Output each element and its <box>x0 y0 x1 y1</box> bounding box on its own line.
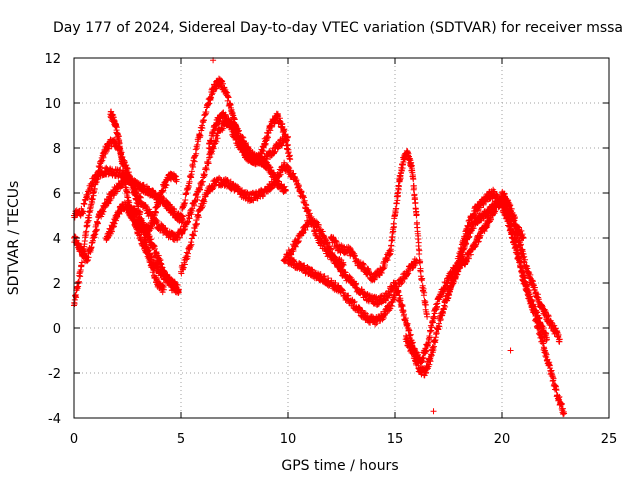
data-point <box>410 176 417 183</box>
data-point <box>89 195 96 202</box>
data-point <box>197 186 204 193</box>
data-point <box>93 226 100 233</box>
data-point <box>97 164 104 171</box>
data-point <box>142 243 149 250</box>
data-point <box>87 187 94 194</box>
data-point <box>240 134 247 141</box>
satellite-track-15 <box>445 186 568 418</box>
data-point <box>84 194 91 201</box>
chart-title: Day 177 of 2024, Sidereal Day-to-day VTE… <box>53 20 623 36</box>
data-point <box>134 224 141 231</box>
data-point <box>194 141 201 148</box>
data-point <box>154 203 161 210</box>
data-point <box>190 164 197 171</box>
data-point <box>110 223 117 230</box>
data-point <box>124 165 131 172</box>
data-point <box>422 298 429 305</box>
data-point <box>163 182 170 189</box>
data-point <box>85 254 92 261</box>
data-point <box>148 253 155 260</box>
data-point <box>124 189 131 196</box>
data-point <box>94 220 101 227</box>
data-point <box>85 217 92 224</box>
data-point <box>88 201 95 208</box>
data-point <box>213 138 220 145</box>
data-point <box>214 135 221 142</box>
data-point <box>153 209 160 216</box>
data-point <box>85 257 92 264</box>
data-point <box>81 238 88 245</box>
data-point <box>137 193 144 200</box>
satellite-track-6 <box>124 203 182 296</box>
grid-layer <box>74 58 609 418</box>
data-point <box>94 176 101 183</box>
data-point <box>148 225 155 232</box>
data-point <box>162 225 169 232</box>
satellite-track-2 <box>71 116 291 243</box>
data-point <box>176 234 183 241</box>
data-point <box>153 275 160 282</box>
data-point <box>393 200 400 207</box>
data-point <box>90 181 97 188</box>
data-point <box>182 196 189 203</box>
data-point <box>149 220 156 227</box>
data-point <box>193 196 200 203</box>
data-point <box>415 239 422 246</box>
data-point <box>412 199 419 206</box>
data-point <box>86 214 93 221</box>
data-point <box>186 215 193 222</box>
data-point <box>92 231 99 238</box>
data-point <box>220 125 227 132</box>
data-point <box>108 228 115 235</box>
data-point <box>287 156 294 163</box>
data-point <box>91 186 98 193</box>
data-point <box>160 286 167 293</box>
data-point <box>120 167 127 174</box>
data-point <box>207 154 214 161</box>
data-point <box>75 278 82 285</box>
data-point <box>416 247 423 254</box>
data-point <box>108 227 115 234</box>
data-point <box>80 208 87 215</box>
data-point <box>154 218 161 225</box>
data-point <box>78 259 85 266</box>
data-point <box>203 166 210 173</box>
data-point <box>83 228 90 235</box>
data-points-layer <box>71 57 568 418</box>
data-point <box>188 168 195 175</box>
data-point <box>159 188 166 195</box>
data-point <box>173 176 180 183</box>
data-point <box>242 140 249 147</box>
data-point <box>137 194 144 201</box>
data-point <box>113 124 120 131</box>
data-point <box>133 221 140 228</box>
data-point <box>123 162 130 169</box>
data-point <box>205 160 212 167</box>
data-point <box>145 247 152 254</box>
data-point <box>194 193 201 200</box>
